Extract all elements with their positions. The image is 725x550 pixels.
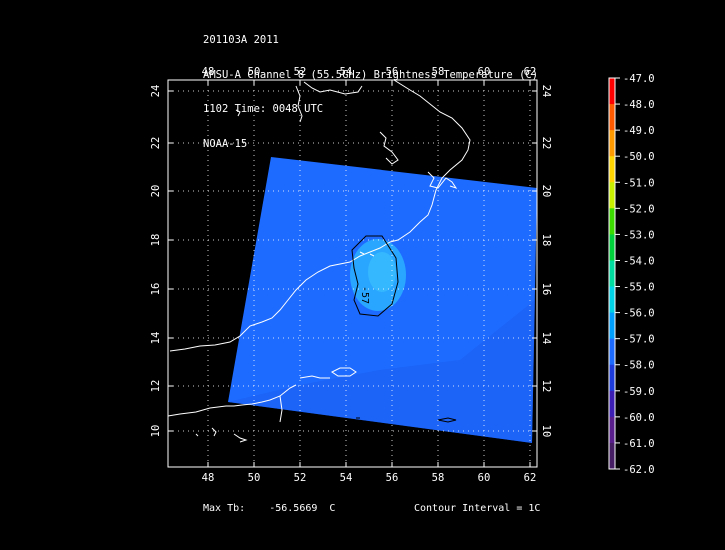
colorbar-label: -50.0 [623, 151, 655, 163]
colorbar-frame [608, 77, 616, 470]
colorbar-segment [609, 364, 615, 392]
colorbar-segment [609, 442, 615, 470]
map-title-block: 201103A 2011 AMSU-A Channel 8 (55.5GHz) … [203, 12, 538, 162]
lon-label-bottom: 60 [478, 472, 491, 484]
lat-label-right: 12 [540, 380, 552, 393]
lon-label-top: 54 [340, 66, 353, 78]
lon-label-bottom: 48 [202, 472, 215, 484]
lat-label-left: 22 [150, 137, 162, 150]
colorbar-label: -61.0 [623, 438, 655, 450]
lat-label-left: 16 [150, 283, 162, 296]
title-line-satellite: NOAA-15 [203, 137, 248, 150]
title-line-date: 201103A 2011 [203, 34, 279, 46]
colorbar-segment [609, 156, 615, 183]
colorbar-label: -52.0 [623, 203, 655, 215]
lat-label-left: 18 [150, 234, 162, 247]
colorbar-label: -54.0 [623, 255, 655, 267]
colorbar-label: -51.0 [623, 177, 655, 189]
lat-label-right: 20 [540, 185, 552, 198]
colorbar-label: -60.0 [623, 412, 655, 424]
title-line-time: 1102 Time: 0048 UTC [203, 103, 324, 115]
lon-label-bottom: 52 [294, 472, 307, 484]
colorbar-label: -55.0 [623, 282, 655, 294]
colorbar-segment [609, 130, 615, 157]
lon-label-bottom: 62 [524, 472, 537, 484]
colorbar-label: -59.0 [623, 386, 655, 398]
colorbar-segment [609, 208, 615, 235]
lon-label-top: 60 [478, 66, 491, 78]
lon-label-bottom: 50 [248, 472, 261, 484]
lon-label-top: 48 [202, 66, 215, 78]
colorbar-label: -48.0 [623, 99, 655, 111]
lon-label-top: 50 [248, 66, 261, 78]
coastline [167, 79, 471, 443]
swath-darker-region [228, 300, 535, 443]
colorbar-segment [609, 234, 615, 261]
colorbar-segment [609, 312, 615, 340]
colorbar-label: -56.0 [623, 308, 655, 320]
lon-label-bottom: 58 [432, 472, 445, 484]
lon-label-top: 56 [386, 66, 399, 78]
warm-spot-core [368, 252, 396, 292]
colorbar-segment [609, 338, 615, 366]
lat-label-left: 24 [150, 85, 162, 98]
contour-interval-readout: Contour Interval = 1C [414, 503, 541, 514]
lon-label-top: 58 [432, 66, 445, 78]
colorbar-label: -47.0 [623, 73, 655, 85]
axis-ticks [168, 80, 537, 467]
colorbar-label: -62.0 [623, 464, 655, 476]
lon-label-bottom: 54 [340, 472, 353, 484]
colorbar-segment [609, 104, 615, 131]
lon-label-top: 62 [524, 66, 537, 78]
lat-label-right: 22 [540, 137, 552, 150]
lat-label-left: 20 [150, 185, 162, 198]
map-frame [167, 79, 538, 468]
lat-label-right: 18 [540, 234, 552, 247]
colorbar-label: -49.0 [623, 125, 655, 137]
contour-label: -57 [359, 286, 370, 304]
max-tb-readout: Max Tb: -56.5669 C [203, 503, 336, 514]
colorbar-segment [609, 416, 615, 444]
colorbar-segment [609, 390, 615, 418]
contour-lines [351, 235, 457, 423]
lat-label-left: 12 [150, 380, 162, 393]
colorbar-label: -58.0 [623, 360, 655, 372]
lat-label-right: 14 [540, 332, 552, 345]
colorbar-label: -53.0 [623, 229, 655, 241]
title-line-product: AMSU-A Channel 8 (55.5GHz) Brightness Te… [203, 68, 539, 81]
colorbar-segment [609, 182, 615, 209]
lat-label-right: 16 [540, 283, 552, 296]
lat-label-right: 10 [540, 425, 552, 438]
lat-label-left: 10 [150, 425, 162, 438]
colorbar-segment [609, 78, 615, 105]
colorbar-segment [609, 260, 615, 288]
lon-label-top: 52 [294, 66, 307, 78]
lat-label-right: 24 [540, 85, 552, 98]
lon-label-bottom: 56 [386, 472, 399, 484]
lat-label-left: 14 [150, 332, 162, 345]
colorbar-segment [609, 286, 615, 314]
colorbar-label: -57.0 [623, 334, 655, 346]
colorbar: -47.0 -48.0 -49.0 -50.0 -51.0 -52.0 -53.0 -54.0… [608, 73, 655, 476]
